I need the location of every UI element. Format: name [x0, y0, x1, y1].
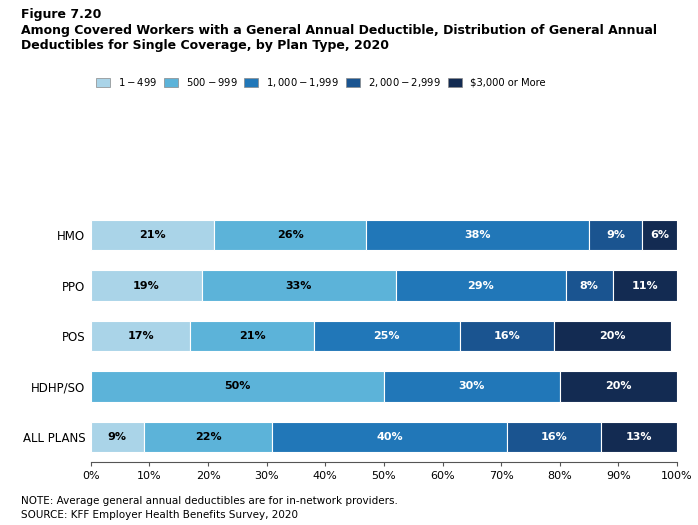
- Text: SOURCE: KFF Employer Health Benefits Survey, 2020: SOURCE: KFF Employer Health Benefits Sur…: [21, 510, 298, 520]
- Text: 21%: 21%: [239, 331, 265, 341]
- Text: 30%: 30%: [459, 381, 485, 392]
- Bar: [613, 270, 677, 301]
- Text: 38%: 38%: [464, 230, 491, 240]
- Text: 20%: 20%: [605, 381, 632, 392]
- Bar: [91, 422, 144, 452]
- Text: 9%: 9%: [606, 230, 625, 240]
- Bar: [202, 270, 396, 301]
- Text: NOTE: Average general annual deductibles are for in-network providers.: NOTE: Average general annual deductibles…: [21, 496, 398, 506]
- Text: 16%: 16%: [540, 432, 567, 442]
- Text: 11%: 11%: [632, 280, 658, 291]
- Bar: [91, 220, 214, 250]
- Bar: [560, 371, 677, 402]
- Text: 26%: 26%: [276, 230, 304, 240]
- Bar: [565, 270, 613, 301]
- Bar: [396, 270, 565, 301]
- Text: 6%: 6%: [650, 230, 669, 240]
- Text: Deductibles for Single Coverage, by Plan Type, 2020: Deductibles for Single Coverage, by Plan…: [21, 39, 389, 52]
- Text: 40%: 40%: [376, 432, 403, 442]
- Text: Among Covered Workers with a General Annual Deductible, Distribution of General : Among Covered Workers with a General Ann…: [21, 24, 657, 37]
- Bar: [91, 321, 191, 351]
- Legend: $1 - $499, $500 - $999, $1,000 - $1,999, $2,000 - $2,999, $3,000 or More: $1 - $499, $500 - $999, $1,000 - $1,999,…: [96, 76, 546, 89]
- Text: 8%: 8%: [579, 280, 599, 291]
- Bar: [366, 220, 589, 250]
- Bar: [589, 220, 642, 250]
- Bar: [91, 371, 384, 402]
- Text: 21%: 21%: [139, 230, 165, 240]
- Bar: [642, 220, 677, 250]
- Bar: [91, 270, 202, 301]
- Text: Figure 7.20: Figure 7.20: [21, 8, 101, 21]
- Bar: [214, 220, 366, 250]
- Text: 20%: 20%: [600, 331, 626, 341]
- Text: 29%: 29%: [467, 280, 494, 291]
- Text: 9%: 9%: [107, 432, 126, 442]
- Text: 17%: 17%: [127, 331, 154, 341]
- Bar: [601, 422, 677, 452]
- Text: 25%: 25%: [373, 331, 400, 341]
- Text: 33%: 33%: [285, 280, 312, 291]
- Bar: [507, 422, 601, 452]
- Bar: [313, 321, 460, 351]
- Bar: [144, 422, 272, 452]
- Bar: [272, 422, 507, 452]
- Bar: [460, 321, 554, 351]
- Bar: [554, 321, 671, 351]
- Text: 19%: 19%: [133, 280, 160, 291]
- Bar: [384, 371, 560, 402]
- Text: 50%: 50%: [224, 381, 251, 392]
- Text: 16%: 16%: [493, 331, 521, 341]
- Bar: [191, 321, 313, 351]
- Text: 22%: 22%: [195, 432, 221, 442]
- Text: 13%: 13%: [625, 432, 652, 442]
